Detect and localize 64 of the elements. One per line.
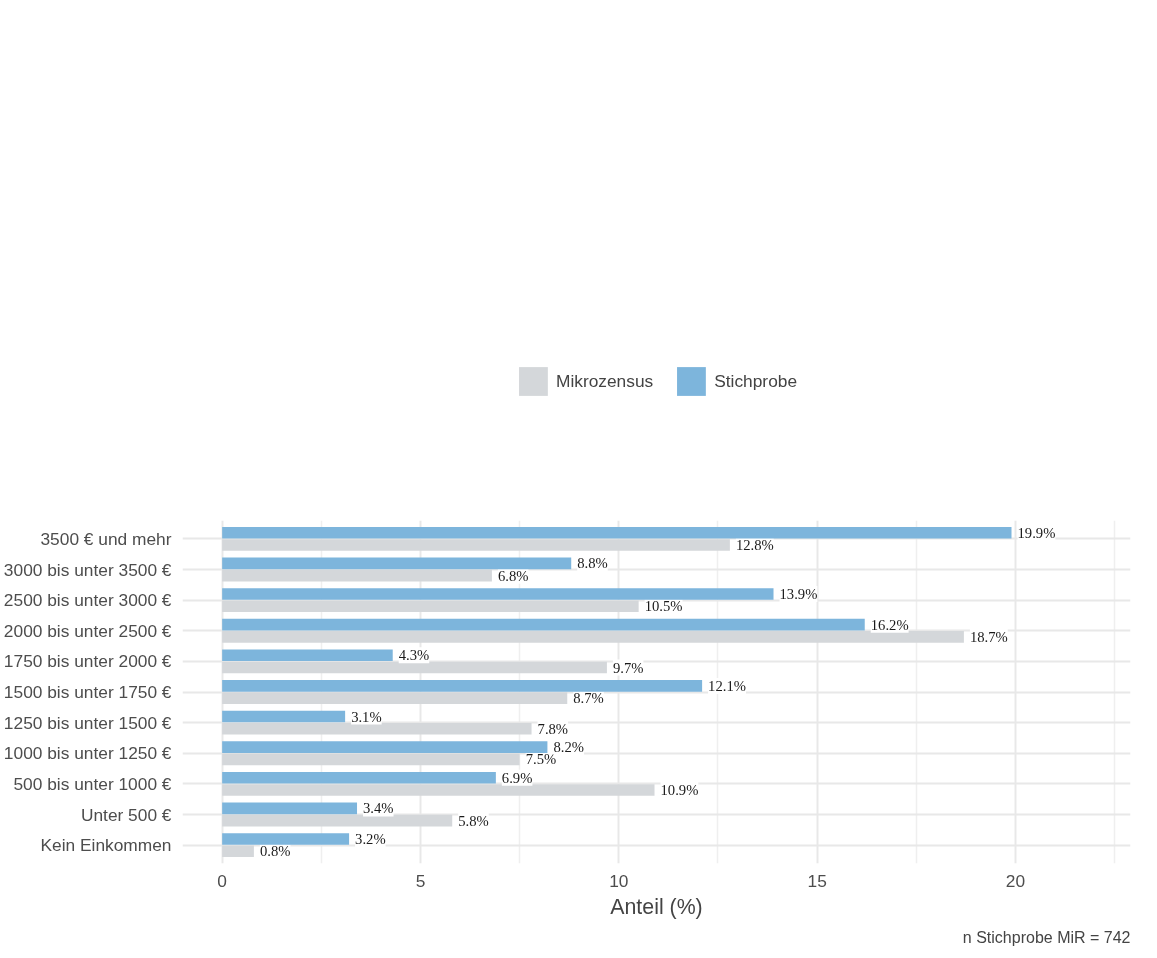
y-tick-label: 2500 bis unter 3000 € (3, 590, 172, 611)
data-label: 7.8% (537, 720, 569, 737)
y-tick-label: 1000 bis unter 1250 € (3, 743, 172, 764)
data-label: 4.3% (398, 647, 430, 664)
y-tick-label: 2000 bis unter 2500 € (3, 620, 172, 641)
data-label: 3.2% (355, 831, 386, 847)
x-tick-label: 15 (807, 870, 827, 891)
x-tick-label: 0 (217, 870, 227, 891)
data-label: 13.9% (779, 586, 818, 602)
data-label: 18.7% (969, 628, 1008, 645)
y-tick-label: 500 bis unter 1000 € (13, 773, 172, 794)
bar (222, 784, 655, 796)
bar (222, 600, 639, 613)
data-label: 3.1% (351, 708, 382, 725)
bar (222, 692, 568, 704)
x-tick-label: 20 (1005, 870, 1026, 891)
bar (222, 710, 346, 723)
bar (222, 722, 532, 735)
legend-label: Mikrozensus (555, 370, 654, 392)
data-label: 10.9% (660, 782, 699, 798)
bar (222, 588, 774, 600)
data-label: 6.8% (497, 567, 529, 584)
y-tick-label: 3500 € und mehr (40, 528, 172, 549)
bar (222, 661, 607, 674)
bar (222, 649, 393, 662)
bar (222, 753, 520, 766)
y-tick-label: 1750 bis unter 2000 € (3, 651, 172, 672)
data-label: 12.8% (735, 537, 774, 553)
y-tick-label: Unter 500 € (80, 804, 172, 825)
x-tick-label: 10 (609, 870, 629, 891)
data-label: 12.1% (708, 677, 746, 694)
data-label: 16.2% (870, 616, 909, 633)
data-label: 8.8% (577, 555, 608, 572)
x-axis-title: Anteil (%) (610, 894, 703, 919)
bar (222, 618, 865, 631)
legend-label: Stichprobe (714, 370, 798, 392)
bar (222, 526, 1012, 539)
data-label: 9.7% (612, 659, 644, 676)
bar (222, 833, 350, 845)
data-label: 10.5% (644, 598, 683, 615)
bar (222, 539, 730, 551)
bar (222, 569, 492, 582)
bar (222, 631, 964, 643)
x-tick-label: 5 (415, 870, 426, 891)
data-label: 5.8% (458, 812, 489, 829)
data-label: 3.4% (363, 800, 394, 817)
bar (222, 741, 548, 753)
data-label: 7.5% (525, 751, 557, 768)
bar (222, 680, 703, 692)
data-label: 8.7% (573, 690, 604, 707)
data-label: 8.2% (553, 739, 584, 756)
bar (222, 814, 453, 827)
bar (222, 845, 254, 858)
y-tick-label: 3000 bis unter 3500 € (3, 559, 172, 580)
bar (222, 557, 572, 570)
data-label: 6.9% (501, 769, 533, 786)
data-label: 0.8% (259, 843, 291, 860)
y-tick-label: 1250 bis unter 1500 € (3, 712, 172, 733)
bar (222, 802, 358, 815)
y-tick-label: Kein Einkommen (40, 835, 172, 856)
text: n Stichprobe MiR = 742 (962, 928, 1131, 946)
data-label: 19.9% (1017, 524, 1056, 541)
bar (222, 771, 496, 784)
y-tick-label: 1500 bis unter 1750 € (3, 682, 172, 702)
